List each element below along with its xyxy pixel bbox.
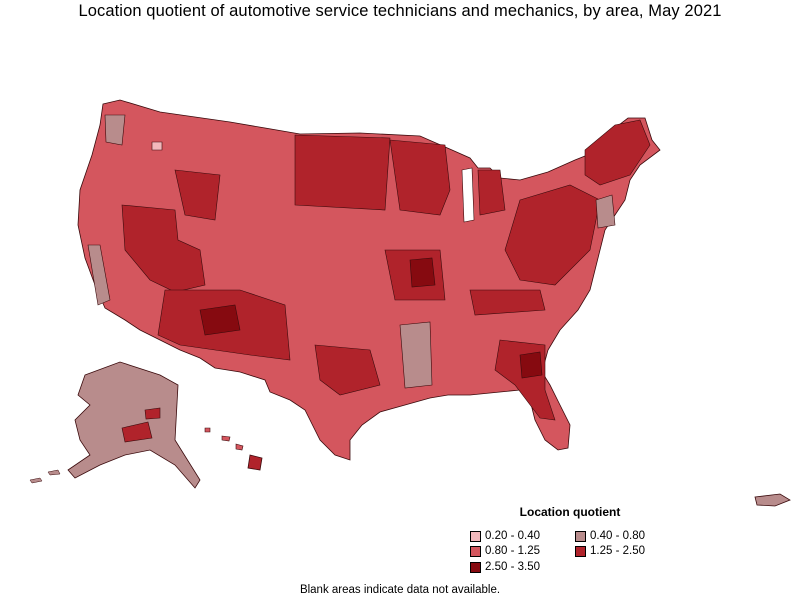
hawaii-islands[interactable] — [204, 427, 244, 451]
aleutian-islands — [29, 469, 61, 484]
legend-label: 2.50 - 3.50 — [485, 561, 540, 573]
lake-michigan — [461, 167, 475, 223]
region-pacific-northwest[interactable] — [104, 114, 126, 146]
legend-item-0: 0.20 - 0.40 — [470, 530, 540, 542]
region-darkest-southeast[interactable] — [519, 351, 543, 379]
region-dakotas[interactable] — [294, 134, 391, 211]
legend-item-4: 2.50 - 3.50 — [470, 561, 540, 573]
puerto-rico-region[interactable] — [754, 493, 791, 507]
legend-item-1: 0.40 - 0.80 — [575, 530, 645, 542]
legend-label: 0.80 - 1.25 — [485, 545, 540, 557]
legend-title: Location quotient — [519, 505, 621, 519]
legend-item-2: 0.80 - 1.25 — [470, 545, 540, 557]
legend-swatch — [470, 530, 481, 542]
region-darkest-midwest[interactable] — [409, 257, 436, 288]
region-texas-north[interactable] — [314, 344, 381, 396]
map-title: Location quotient of automotive service … — [78, 2, 722, 20]
footnote: Blank areas indicate data not available. — [299, 584, 501, 596]
region-appalachia[interactable] — [504, 184, 601, 286]
region-northeast-urban[interactable] — [595, 194, 616, 229]
legend-item-3: 1.25 - 2.50 — [575, 545, 645, 557]
region-lightest[interactable] — [151, 141, 163, 151]
legend-label: 0.40 - 0.80 — [590, 530, 645, 542]
region-michigan[interactable] — [477, 169, 506, 216]
legend-label: 0.20 - 0.40 — [485, 530, 540, 542]
hawaii-region[interactable] — [247, 454, 263, 471]
region-minnesota-wisconsin[interactable] — [389, 139, 451, 216]
region-lower-mississippi[interactable] — [399, 321, 433, 389]
legend-label: 1.25 - 2.50 — [590, 545, 645, 557]
legend-swatch — [575, 530, 586, 542]
legend-swatch — [470, 545, 481, 557]
region-darkest-southwest[interactable] — [199, 304, 241, 336]
region-tennessee[interactable] — [469, 289, 546, 316]
region-idaho-montana[interactable] — [174, 169, 221, 221]
legend-swatch — [470, 561, 481, 573]
legend-swatch — [575, 545, 586, 557]
region-california-coast[interactable] — [87, 244, 111, 306]
alaska-darker-area[interactable] — [121, 421, 153, 443]
alaska-darker-area-2[interactable] — [144, 407, 161, 420]
region-new-england[interactable] — [584, 119, 651, 186]
region-nevada-utah[interactable] — [121, 204, 206, 293]
